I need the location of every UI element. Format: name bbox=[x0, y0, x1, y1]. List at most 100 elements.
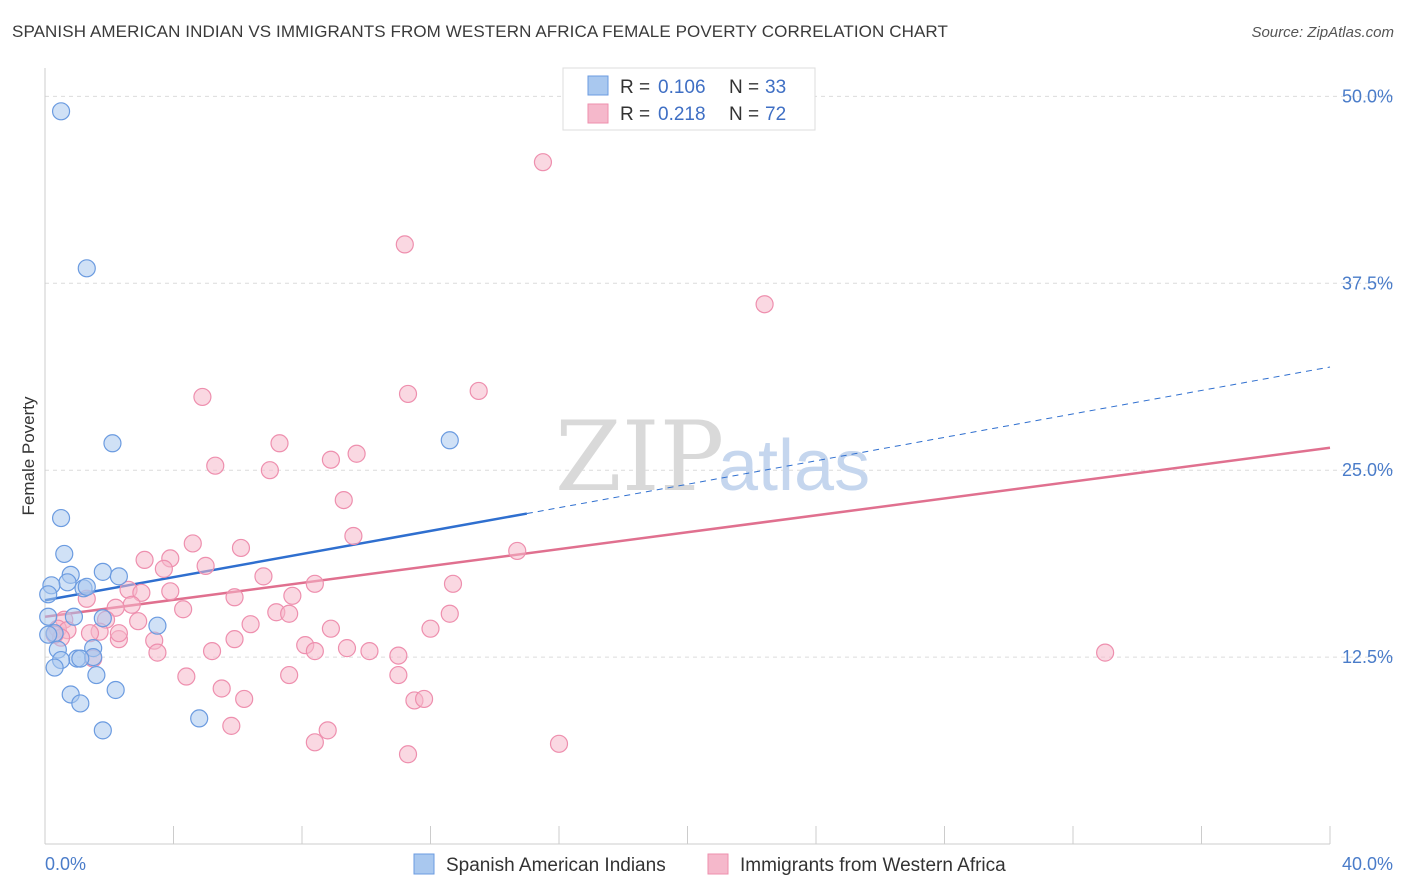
point-western-africa bbox=[148, 643, 167, 662]
point-western-africa bbox=[318, 721, 337, 740]
bottom-legend-label-2: Immigrants from Western Africa bbox=[740, 855, 1006, 876]
legend-r-value-2: 0.218 bbox=[658, 104, 706, 125]
point-western-africa bbox=[222, 716, 241, 735]
point-western-africa bbox=[305, 733, 324, 752]
point-spanish-american-indians bbox=[190, 709, 209, 728]
point-western-africa bbox=[414, 689, 434, 709]
point-western-africa bbox=[360, 642, 379, 661]
point-western-africa bbox=[193, 387, 212, 407]
point-western-africa bbox=[260, 461, 279, 480]
point-western-africa bbox=[235, 689, 254, 709]
point-western-africa bbox=[533, 153, 553, 172]
point-spanish-american-indians bbox=[77, 259, 96, 278]
point-western-africa bbox=[305, 574, 324, 593]
point-western-africa bbox=[132, 583, 151, 602]
point-spanish-american-indians bbox=[39, 625, 58, 644]
point-western-africa bbox=[241, 615, 260, 634]
point-western-africa bbox=[469, 381, 488, 401]
point-western-africa bbox=[347, 444, 366, 463]
legend-n-value-1: 33 bbox=[765, 77, 786, 98]
points-layer bbox=[39, 102, 1115, 764]
point-western-africa bbox=[80, 624, 100, 643]
legend-r-label-1: R = bbox=[620, 77, 650, 98]
point-western-africa bbox=[174, 600, 193, 619]
point-western-africa bbox=[109, 624, 128, 643]
point-western-africa bbox=[154, 559, 173, 578]
legend-r-label-2: R = bbox=[620, 104, 650, 125]
point-western-africa bbox=[337, 639, 357, 658]
legend-r-value-1: 0.106 bbox=[658, 77, 706, 98]
point-spanish-american-indians bbox=[103, 434, 122, 453]
y-tick-label-3: 50.0% bbox=[1342, 86, 1393, 106]
point-spanish-american-indians bbox=[39, 607, 58, 626]
point-spanish-american-indians bbox=[440, 431, 459, 450]
point-western-africa bbox=[344, 526, 363, 546]
legend-swatch-pink bbox=[587, 103, 609, 124]
point-western-africa bbox=[398, 384, 418, 404]
point-spanish-american-indians bbox=[51, 508, 71, 528]
y-tick-label-2: 37.5% bbox=[1342, 273, 1393, 293]
point-western-africa bbox=[129, 612, 148, 631]
point-spanish-american-indians bbox=[51, 102, 71, 121]
point-western-africa bbox=[270, 434, 289, 453]
y-tick-label-1: 25.0% bbox=[1342, 460, 1393, 480]
point-spanish-american-indians bbox=[77, 577, 96, 596]
watermark-atlas: atlas bbox=[718, 426, 870, 506]
watermark: ZIP atlas bbox=[555, 401, 870, 513]
point-western-africa bbox=[283, 586, 302, 605]
y-tick-label-0: 12.5% bbox=[1342, 647, 1393, 667]
y-tick-labels: 12.5% 25.0% 37.5% 50.0% bbox=[1342, 86, 1393, 667]
point-western-africa bbox=[161, 582, 180, 601]
point-western-africa bbox=[549, 734, 569, 753]
point-spanish-american-indians bbox=[93, 609, 112, 628]
point-western-africa bbox=[196, 556, 215, 575]
point-western-africa bbox=[254, 567, 273, 586]
point-western-africa bbox=[321, 619, 341, 638]
axes-layer bbox=[44, 68, 1331, 845]
point-spanish-american-indians bbox=[93, 562, 112, 581]
series-legend: Spanish American Indians Immigrants from… bbox=[413, 853, 1006, 876]
y-axis-label: Female Poverty bbox=[19, 396, 38, 516]
trend-line-western-africa bbox=[44, 446, 1331, 618]
legend-swatch-blue bbox=[587, 75, 609, 96]
stats-legend: R = 0.106 N = 33 R = 0.218 N = 72 bbox=[562, 67, 816, 131]
point-western-africa bbox=[135, 550, 154, 570]
point-spanish-american-indians bbox=[71, 649, 90, 668]
point-western-africa bbox=[225, 588, 244, 607]
point-spanish-american-indians bbox=[58, 573, 77, 592]
point-spanish-american-indians bbox=[71, 694, 90, 713]
point-western-africa bbox=[225, 630, 244, 649]
watermark-zip: ZIP bbox=[555, 401, 724, 513]
point-western-africa bbox=[212, 679, 231, 698]
point-western-africa bbox=[280, 665, 299, 685]
point-western-africa bbox=[280, 604, 299, 623]
point-western-africa bbox=[395, 235, 414, 254]
point-spanish-american-indians bbox=[109, 567, 128, 586]
point-spanish-american-indians bbox=[55, 544, 74, 564]
point-western-africa bbox=[122, 595, 141, 614]
point-spanish-american-indians bbox=[39, 585, 58, 604]
grid-layer bbox=[45, 95, 1393, 658]
point-western-africa bbox=[421, 619, 440, 638]
chart-title: SPANISH AMERICAN INDIAN VS IMMIGRANTS FR… bbox=[12, 22, 948, 41]
point-spanish-american-indians bbox=[106, 680, 125, 700]
point-spanish-american-indians bbox=[93, 721, 112, 740]
legend-n-value-2: 72 bbox=[765, 104, 786, 125]
point-western-africa bbox=[398, 745, 418, 764]
x-tick-min: 0.0% bbox=[45, 854, 86, 874]
legend-n-label-1: N = bbox=[729, 77, 759, 98]
bottom-legend-swatch-pink bbox=[707, 853, 729, 875]
point-western-africa bbox=[389, 665, 408, 685]
point-western-africa bbox=[202, 642, 222, 661]
point-western-africa bbox=[321, 450, 341, 469]
point-western-africa bbox=[755, 295, 774, 314]
point-western-africa bbox=[177, 667, 196, 686]
point-spanish-american-indians bbox=[45, 658, 64, 677]
point-western-africa bbox=[106, 598, 125, 617]
x-tick-max: 40.0% bbox=[1342, 854, 1393, 874]
point-western-africa bbox=[1096, 643, 1115, 662]
point-western-africa bbox=[440, 604, 459, 623]
point-western-africa bbox=[183, 534, 202, 553]
trend-line-extension-spanish-american-indians bbox=[526, 366, 1331, 515]
